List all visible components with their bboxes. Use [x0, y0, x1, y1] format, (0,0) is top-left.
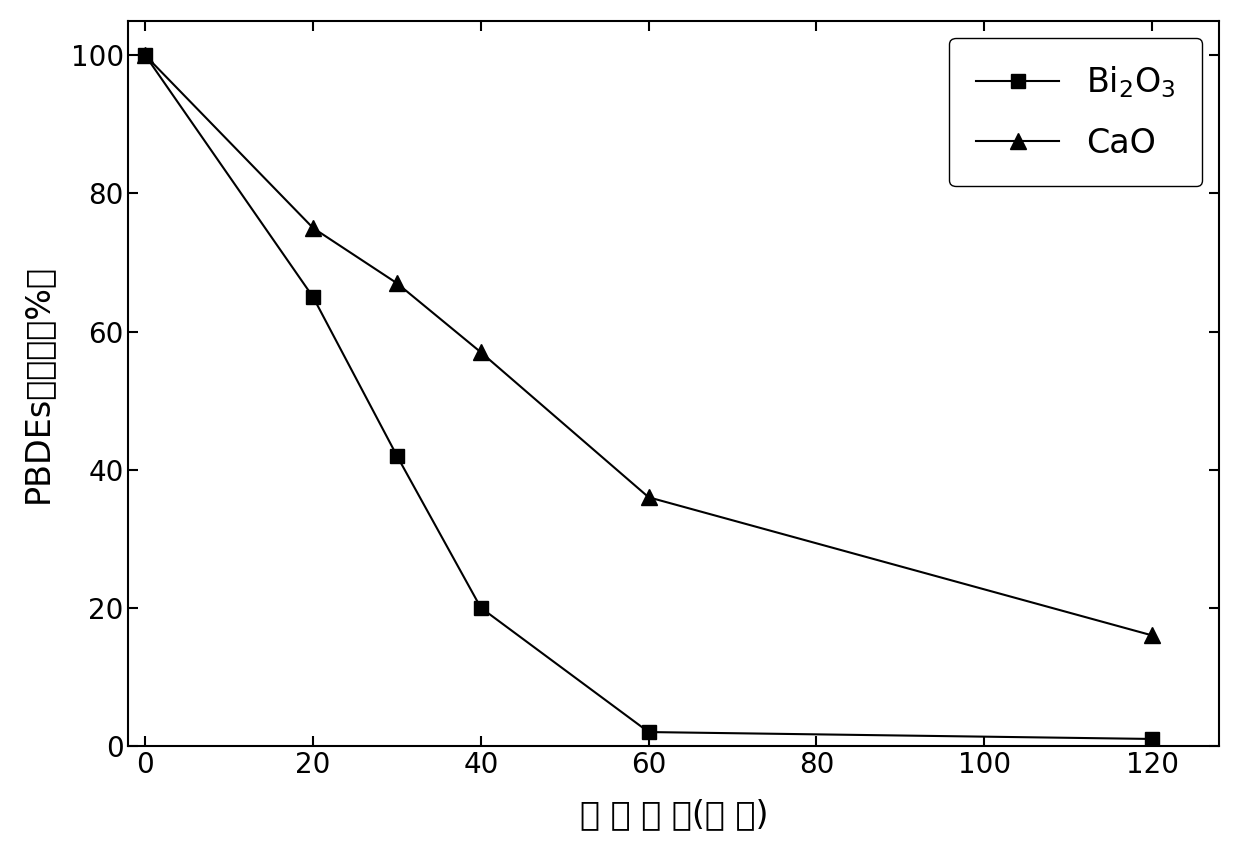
CaO [138, 50, 153, 60]
CaO [305, 223, 320, 233]
Legend: Bi$_2$O$_3$, CaO: Bi$_2$O$_3$, CaO [950, 37, 1203, 187]
CaO [1145, 630, 1159, 641]
Line: Bi$_2$O$_3$: Bi$_2$O$_3$ [139, 49, 1159, 745]
X-axis label: 球 磨 时 间(分 钓): 球 磨 时 间(分 钓) [579, 798, 768, 832]
Y-axis label: PBDEs剩余率（%）: PBDEs剩余率（%） [21, 264, 53, 503]
Bi$_2$O$_3$ [305, 292, 320, 302]
Bi$_2$O$_3$ [474, 602, 489, 613]
Line: CaO: CaO [138, 48, 1159, 643]
Bi$_2$O$_3$ [389, 451, 404, 461]
Bi$_2$O$_3$ [641, 727, 656, 737]
CaO [389, 278, 404, 288]
CaO [641, 492, 656, 503]
CaO [474, 347, 489, 357]
Bi$_2$O$_3$ [1145, 734, 1159, 744]
Bi$_2$O$_3$ [138, 50, 153, 60]
